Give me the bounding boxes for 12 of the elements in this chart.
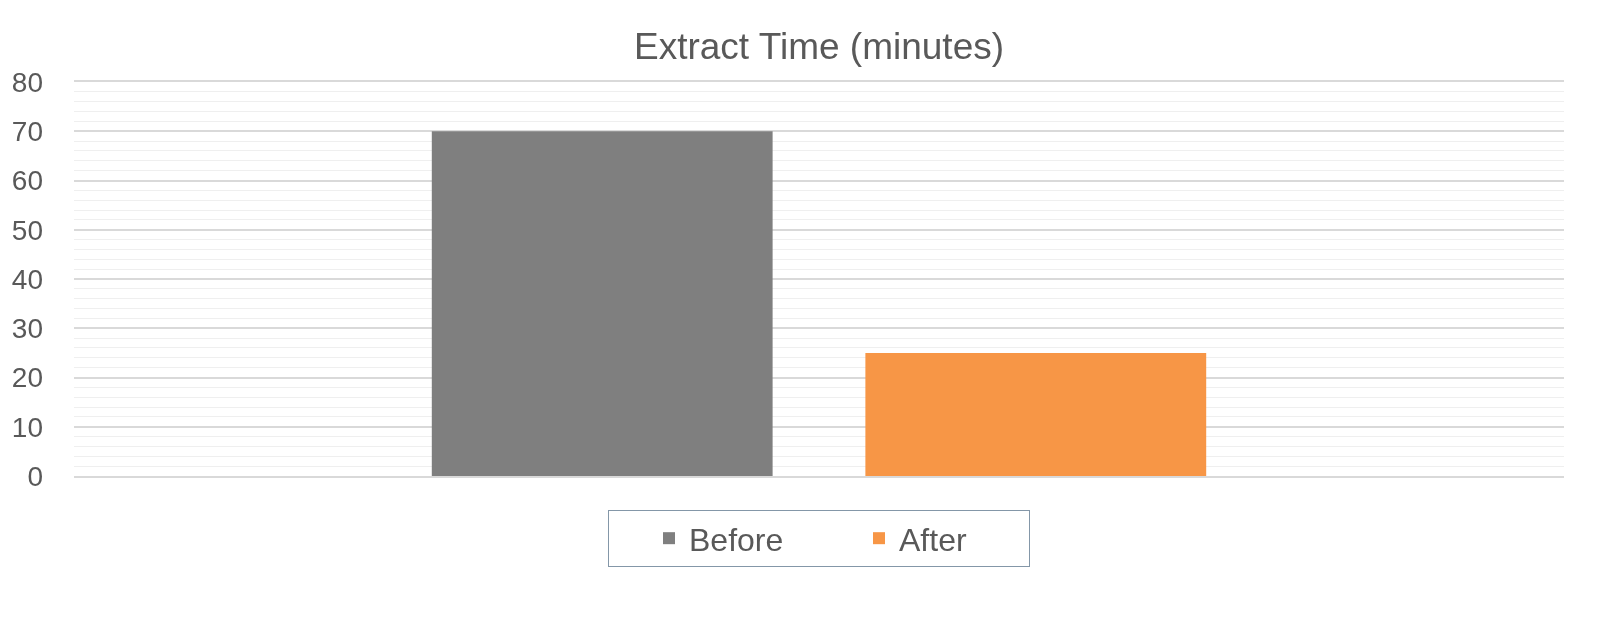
y-tick-label: 60 [11, 165, 43, 197]
y-tick-label: 0 [27, 460, 43, 492]
chart-title: Extract Time (minutes) [633, 25, 1005, 67]
legend-label: After [899, 521, 967, 558]
y-tick-label: 80 [11, 66, 43, 98]
y-tick-label: 10 [11, 411, 43, 443]
y-tick-label: 20 [11, 362, 43, 394]
y-tick-label: 70 [11, 116, 43, 148]
y-tick-label: 40 [11, 263, 43, 295]
legend-label: Before [689, 521, 784, 558]
y-tick-label: 30 [11, 313, 43, 345]
y-tick-label: 50 [11, 214, 43, 246]
